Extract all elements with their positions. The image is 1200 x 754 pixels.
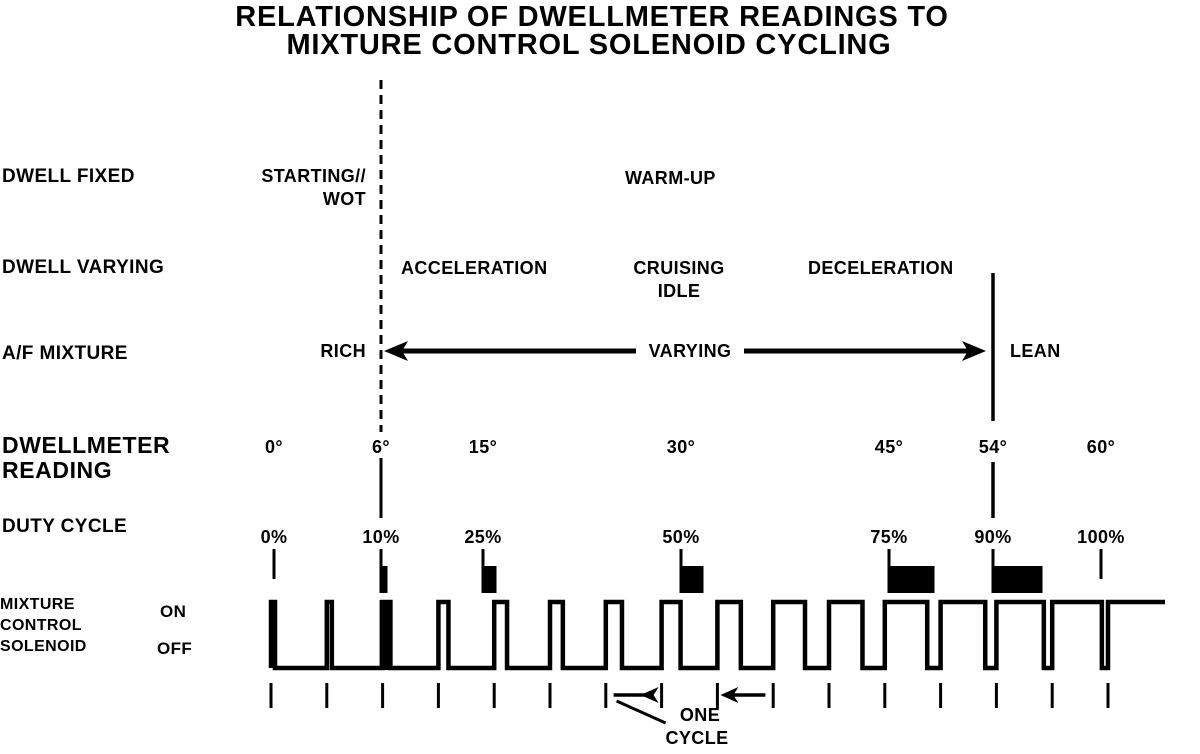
solenoid-label-1: MIXTURE	[0, 596, 75, 613]
dwellmeter-value: 30°	[666, 437, 696, 457]
starting-wot-label: STARTING//	[261, 166, 366, 186]
solenoid-off-label: OFF	[157, 639, 193, 658]
duty-on-time-bar	[679, 566, 704, 593]
af-mixture-label: A/F MIXTURE	[2, 343, 128, 364]
rich-label: RICH	[320, 341, 366, 361]
title-line-2: MIXTURE CONTROL SOLENOID CYCLING	[286, 29, 892, 61]
lean-label: LEAN	[1010, 341, 1061, 361]
duty-cycle-label: DUTY CYCLE	[2, 516, 128, 537]
dwellmeter-reading-label-1: DWELLMETER	[2, 432, 171, 458]
duty-cycle-value: 75%	[870, 527, 908, 547]
one-cycle-arrowhead-right	[640, 687, 659, 703]
dwellmeter-reading-label-2: READING	[2, 457, 113, 483]
duty-on-time-bar	[887, 566, 935, 593]
cruising-label: CRUISING	[633, 258, 725, 278]
one-cycle-arrowhead-left	[720, 687, 739, 703]
solenoid-waveform	[268, 599, 1165, 671]
dwellmeter-value: 45°	[874, 437, 904, 457]
dwellmeter-value: 60°	[1086, 437, 1116, 457]
dwell-fixed-label: DWELL FIXED	[2, 166, 135, 187]
duty-on-time-bar	[379, 566, 388, 593]
varying-label: VARYING	[648, 341, 732, 361]
varying-arrowhead-left	[384, 341, 408, 361]
varying-arrowhead-right	[962, 341, 986, 361]
deceleration-label: DECELERATION	[808, 258, 954, 278]
filled-pulse	[379, 600, 393, 670]
duty-cycle-value: 0%	[260, 527, 288, 547]
dwell-varying-label: DWELL VARYING	[2, 257, 165, 278]
duty-cycle-value: 90%	[974, 527, 1012, 547]
acceleration-label: ACCELERATION	[401, 258, 548, 278]
duty-on-time-bar	[481, 566, 497, 593]
dwellmeter-value: 15°	[468, 437, 498, 457]
dwellmeter-value: 6°	[371, 437, 391, 457]
wot-label: WOT	[322, 189, 366, 209]
dwellmeter-value: 0°	[264, 437, 284, 457]
solenoid-label-2: CONTROL	[0, 617, 82, 634]
duty-cycle-value: 50%	[662, 527, 700, 547]
idle-label: IDLE	[657, 281, 701, 301]
duty-cycle-value: 100%	[1077, 527, 1125, 547]
one-cycle-label-2: CYCLE	[665, 728, 729, 748]
dwellmeter-value: 54°	[978, 437, 1008, 457]
duty-cycle-value: 10%	[362, 527, 400, 547]
duty-cycle-value: 25%	[464, 527, 502, 547]
warmup-label: WARM-UP	[625, 168, 716, 188]
one-cycle-pointer-line	[615, 699, 667, 725]
title-line-1: RELATIONSHIP OF DWELLMETER READINGS TO	[235, 1, 949, 33]
duty-on-time-bar	[991, 566, 1043, 593]
one-cycle-label-1: ONE	[679, 705, 721, 725]
solenoid-on-label: ON	[160, 602, 187, 621]
solenoid-label-3: SOLENOID	[0, 638, 87, 655]
